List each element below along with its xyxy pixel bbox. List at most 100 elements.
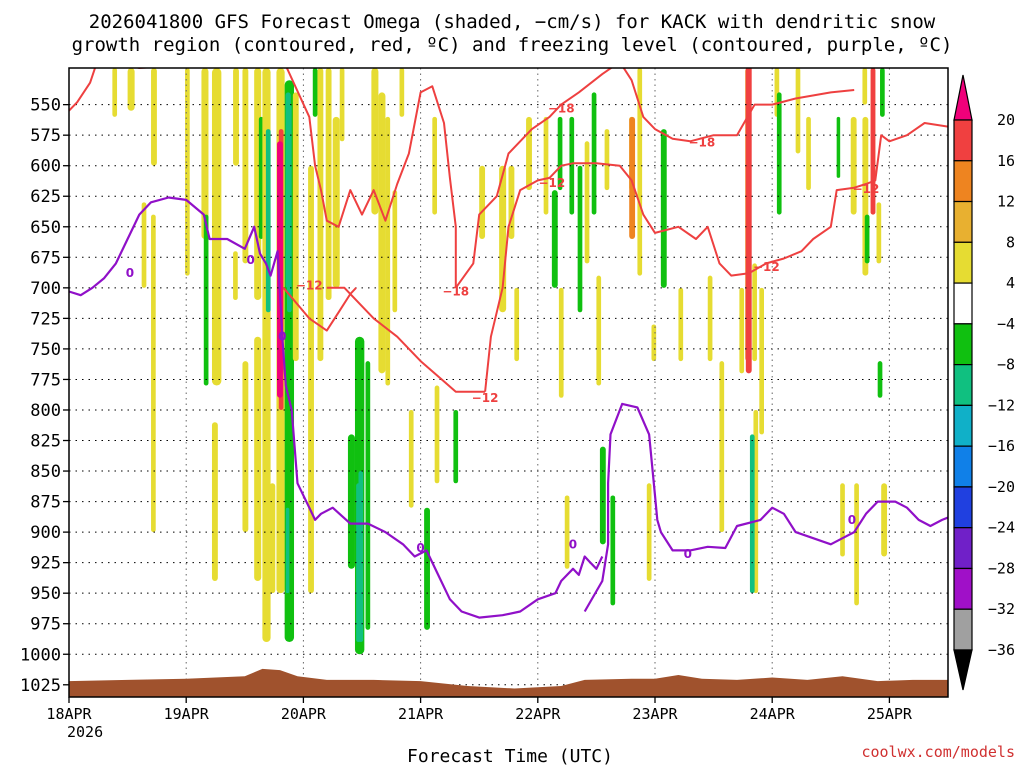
x-tick-label-24APR: 24APR <box>750 705 796 723</box>
omega-band-4 <box>141 202 147 288</box>
y-tick-label-575: 575 <box>30 126 61 146</box>
colorbar-label-2: 12 <box>997 193 1015 211</box>
colorbar-label-3: 8 <box>1006 233 1015 251</box>
red-contour-2 <box>326 286 486 393</box>
contour-label-0: −12 <box>296 278 323 292</box>
omega-band-36 <box>365 361 371 630</box>
omega-band-0 <box>112 68 118 117</box>
purple-contour-1 <box>583 402 948 613</box>
red-contour-3 <box>454 103 562 289</box>
y-tick-label-900: 900 <box>30 523 61 543</box>
omega-band-84 <box>836 116 841 178</box>
omega-band-8 <box>211 68 222 386</box>
colorbar-label-8: −16 <box>988 437 1015 455</box>
colorbar-bin-7 <box>953 364 973 406</box>
grid-layer <box>69 68 948 697</box>
y-tick-label-550: 550 <box>30 96 61 116</box>
y-tick-label-1025: 1025 <box>20 676 61 696</box>
omega-band-52 <box>543 116 549 215</box>
colorbar: 20 16 12 8 4 −4 −8 −12 −16 −20 −24 −28 −32 −36 <box>953 74 1015 691</box>
x-tick-label-18APR: 18APR <box>46 705 92 723</box>
omega-band-45 <box>434 385 440 484</box>
y-tick-label-625: 625 <box>30 187 61 207</box>
omega-core-5 <box>870 68 876 215</box>
omega-band-37 <box>371 68 379 215</box>
contour-label-13: 0 <box>684 547 692 561</box>
omega-shading-layer <box>112 68 888 655</box>
y-tick-label-650: 650 <box>30 218 61 238</box>
y-tick-label-950: 950 <box>30 584 61 604</box>
x-tick-label-21APR: 21APR <box>398 705 444 723</box>
y-tick-label-875: 875 <box>30 493 61 513</box>
omega-band-58 <box>577 165 583 313</box>
omega-band-86 <box>850 116 857 215</box>
omega-band-1 <box>127 68 135 111</box>
omega-band-53 <box>551 190 558 288</box>
omega-band-57 <box>569 116 575 215</box>
dendritic-growth-contours <box>69 68 948 393</box>
omega-band-93 <box>880 68 885 117</box>
omega-band-79 <box>759 287 764 435</box>
contour-label-11: 0 <box>416 541 424 555</box>
omega-band-9 <box>211 422 218 581</box>
omega-band-30 <box>325 68 332 301</box>
colorbar-label-7: −12 <box>988 396 1015 414</box>
omega-band-40 <box>392 190 398 313</box>
x-tick-label-20APR: 20APR <box>281 705 327 723</box>
red-contour-5 <box>560 68 855 143</box>
y-tick-label-825: 825 <box>30 432 61 452</box>
omega-band-83 <box>806 116 811 191</box>
y-tick-label-675: 675 <box>30 248 61 268</box>
omega-band-72 <box>707 275 713 362</box>
contour-label-12: 0 <box>569 537 577 551</box>
colorbar-bin-4 <box>953 241 973 284</box>
omega-band-73 <box>719 361 725 533</box>
omega-band-66 <box>629 116 636 239</box>
omega-band-47 <box>479 165 486 239</box>
contour-label-5: −18 <box>688 136 715 150</box>
omega-band-39 <box>385 116 391 386</box>
colorbar-arrow-top <box>953 74 973 121</box>
red-contour-0 <box>69 68 457 288</box>
colorbar-bin-1 <box>953 119 973 162</box>
y-tick-label-750: 750 <box>30 340 61 360</box>
contour-label-3: −18 <box>548 101 575 115</box>
omega-band-25 <box>285 507 290 594</box>
y-tick-label-925: 925 <box>30 554 61 574</box>
omega-band-50 <box>514 287 520 362</box>
colorbar-bin-12 <box>953 567 973 610</box>
colorbar-bin-10 <box>953 486 973 529</box>
y-tick-label-975: 975 <box>30 615 61 635</box>
colorbar-label-11: −28 <box>988 559 1015 577</box>
omega-band-42 <box>408 409 414 508</box>
omega-band-7 <box>203 214 209 386</box>
omega-band-89 <box>862 68 868 105</box>
omega-band-29 <box>317 68 324 362</box>
contour-label-8: 0 <box>126 266 134 280</box>
omega-band-44 <box>432 116 438 215</box>
y-tick-label-725: 725 <box>30 309 61 329</box>
x-tick-sublabel-year: 2026 <box>67 723 103 741</box>
omega-band-15 <box>254 336 262 581</box>
terrain-fill <box>69 668 948 697</box>
omega-band-11 <box>233 251 238 301</box>
omega-band-70 <box>660 129 667 288</box>
colorbar-bin-gray <box>953 608 973 651</box>
omega-core-2 <box>356 483 361 643</box>
omega-band-59 <box>584 141 590 264</box>
omega-band-10 <box>233 68 239 166</box>
omega-band-3 <box>151 214 156 533</box>
x-tick-label-23APR: 23APR <box>632 705 678 723</box>
omega-band-13 <box>242 361 249 533</box>
contour-label-9: 0 <box>246 253 254 267</box>
colorbar-label-0: 20 <box>997 111 1015 129</box>
colorbar-bin-9 <box>953 445 973 488</box>
omega-band-38 <box>378 92 386 374</box>
omega-band-85 <box>840 483 845 557</box>
colorbar-label-12: −32 <box>988 600 1015 618</box>
y-tick-label-775: 775 <box>30 370 61 390</box>
omega-band-43 <box>424 507 430 630</box>
x-tick-label-22APR: 22APR <box>515 705 561 723</box>
omega-band-67 <box>637 68 643 276</box>
colorbar-label-1: 16 <box>997 152 1015 170</box>
